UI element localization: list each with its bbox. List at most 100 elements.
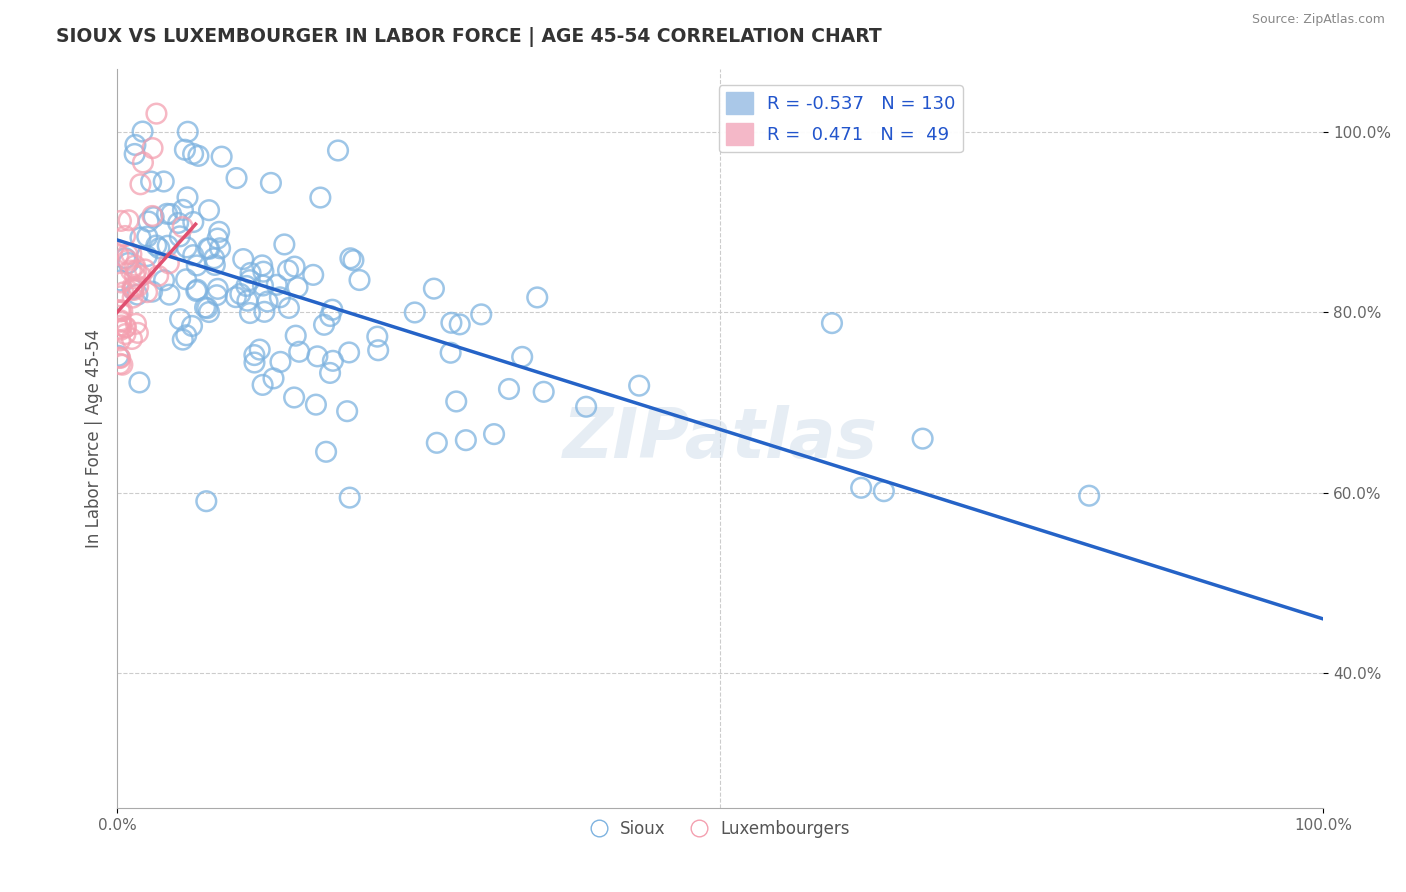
Point bbox=[156, 238, 179, 252]
Point bbox=[266, 277, 288, 292]
Legend: Sioux, Luxembourgers: Sioux, Luxembourgers bbox=[583, 814, 858, 845]
Point bbox=[107, 321, 129, 335]
Point bbox=[252, 265, 274, 279]
Point bbox=[131, 124, 153, 138]
Point bbox=[139, 175, 162, 189]
Point bbox=[129, 268, 152, 283]
Point bbox=[117, 253, 139, 268]
Point bbox=[205, 288, 228, 302]
Point bbox=[198, 242, 221, 256]
Point bbox=[124, 268, 146, 283]
Point bbox=[526, 290, 548, 304]
Point bbox=[198, 203, 221, 218]
Point bbox=[174, 143, 197, 157]
Point bbox=[202, 252, 225, 266]
Point bbox=[122, 283, 145, 297]
Point bbox=[339, 491, 361, 505]
Point bbox=[110, 276, 132, 290]
Point bbox=[302, 268, 325, 282]
Point bbox=[174, 328, 197, 343]
Point bbox=[628, 378, 651, 392]
Point bbox=[141, 209, 163, 223]
Point bbox=[305, 398, 328, 412]
Point bbox=[121, 332, 143, 346]
Point bbox=[148, 241, 170, 255]
Point bbox=[342, 253, 364, 268]
Point bbox=[575, 400, 598, 414]
Point bbox=[444, 394, 467, 409]
Point bbox=[309, 190, 332, 204]
Point bbox=[107, 248, 129, 262]
Point bbox=[253, 305, 276, 319]
Point bbox=[207, 231, 229, 245]
Point bbox=[187, 149, 209, 163]
Point bbox=[115, 320, 138, 334]
Point bbox=[125, 317, 148, 331]
Point bbox=[239, 306, 262, 320]
Point bbox=[136, 285, 159, 299]
Point bbox=[111, 303, 134, 318]
Point bbox=[110, 304, 132, 318]
Point bbox=[277, 263, 299, 277]
Point bbox=[145, 106, 167, 120]
Point bbox=[336, 404, 359, 418]
Point bbox=[121, 291, 143, 305]
Point bbox=[117, 256, 139, 270]
Point bbox=[235, 279, 257, 293]
Point bbox=[110, 323, 132, 337]
Point bbox=[160, 207, 183, 221]
Point bbox=[138, 214, 160, 228]
Point bbox=[172, 202, 194, 217]
Point bbox=[197, 241, 219, 255]
Point bbox=[269, 355, 291, 369]
Point bbox=[136, 229, 159, 244]
Point bbox=[121, 280, 143, 294]
Point bbox=[256, 294, 278, 309]
Point bbox=[273, 237, 295, 252]
Point bbox=[114, 320, 136, 334]
Point bbox=[366, 329, 388, 343]
Point bbox=[172, 333, 194, 347]
Point bbox=[322, 354, 344, 368]
Point bbox=[152, 174, 174, 188]
Point bbox=[112, 285, 135, 300]
Point bbox=[157, 256, 180, 270]
Point bbox=[141, 285, 163, 299]
Point bbox=[426, 435, 449, 450]
Text: SIOUX VS LUXEMBOURGER IN LABOR FORCE | AGE 45-54 CORRELATION CHART: SIOUX VS LUXEMBOURGER IN LABOR FORCE | A… bbox=[56, 27, 882, 46]
Point bbox=[449, 318, 471, 332]
Point bbox=[120, 247, 142, 261]
Point bbox=[122, 280, 145, 294]
Point bbox=[108, 303, 131, 318]
Point bbox=[107, 349, 129, 363]
Point bbox=[167, 216, 190, 230]
Point bbox=[194, 301, 217, 315]
Point bbox=[110, 315, 132, 329]
Point bbox=[249, 343, 271, 357]
Point bbox=[108, 289, 131, 303]
Point bbox=[124, 147, 146, 161]
Point bbox=[127, 326, 149, 340]
Point bbox=[312, 318, 335, 332]
Point bbox=[204, 258, 226, 272]
Point bbox=[181, 215, 204, 229]
Point bbox=[288, 344, 311, 359]
Point bbox=[229, 287, 252, 301]
Point bbox=[404, 305, 426, 319]
Point bbox=[142, 210, 165, 224]
Point bbox=[307, 349, 329, 363]
Point bbox=[236, 293, 259, 308]
Point bbox=[110, 214, 132, 228]
Point bbox=[207, 282, 229, 296]
Point bbox=[172, 220, 194, 235]
Point bbox=[108, 351, 131, 365]
Point bbox=[243, 348, 266, 362]
Point bbox=[211, 150, 233, 164]
Point bbox=[186, 284, 208, 298]
Point bbox=[129, 178, 152, 192]
Point bbox=[122, 282, 145, 296]
Point bbox=[873, 484, 896, 499]
Point bbox=[108, 334, 131, 348]
Point bbox=[169, 229, 191, 244]
Point bbox=[181, 146, 204, 161]
